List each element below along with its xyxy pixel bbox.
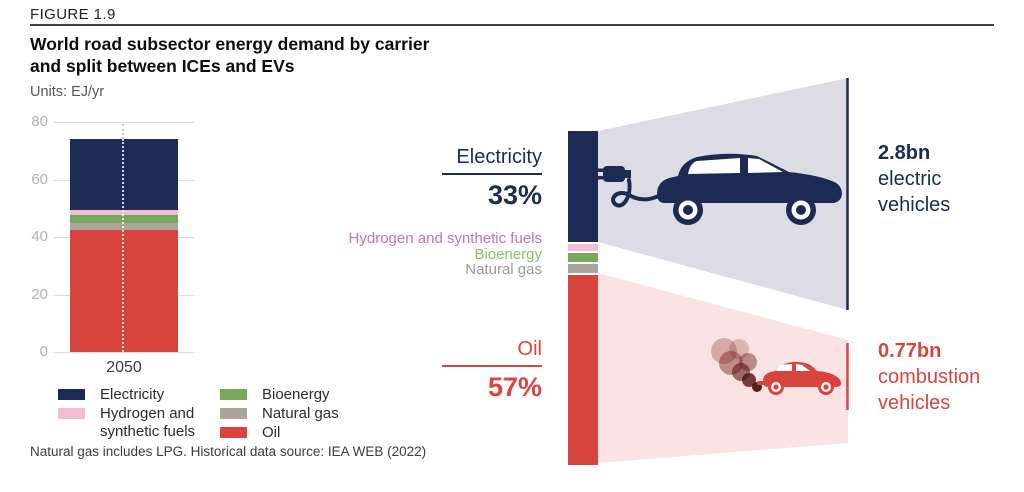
ice-desc-line2: vehicles [878,392,951,414]
electricity-label: Electricity [442,146,542,175]
bar-segment-electricity [70,139,178,210]
legend-swatch-hydrogen [58,408,85,419]
gridline-80 [54,122,194,123]
x-axis-label: 2050 [106,359,142,376]
figure-title: World road subsector energy demand by ca… [30,33,429,77]
electric-car-icon [592,153,842,225]
ev-rear-wheel [673,195,703,225]
oil-percent: 57% [487,372,542,402]
y-tick-60: 60 [31,170,48,188]
mid-label-natural_gas: Natural gas [465,261,542,278]
legend-item-electricity: Electricity [58,386,220,404]
oil-share-label: Oil 57% [342,338,542,403]
mid-label-hydrogen: Hydrogen and synthetic fuels [348,230,542,247]
ice-rear-wheel [768,379,784,395]
ice-desc-line1: combustion [878,366,981,388]
gridline-0 [54,352,194,353]
ice-beam [598,273,848,463]
split-segment-oil [568,273,598,465]
mid-label-bioenergy: Bioenergy [474,245,542,263]
ev-desc-line1: electric [878,168,942,190]
figure-label: FIGURE 1.9 [30,6,116,23]
ev-count-value: 2.8bn [878,142,931,164]
ev-rear-window [688,158,740,174]
legend-label-natural_gas: Natural gas [262,405,339,422]
legend-swatch-bioenergy [220,389,247,400]
forecast-dotted-line-inner [122,139,124,352]
split-segment-bioenergy [568,250,598,262]
legend-label-bioenergy: Bioenergy [262,386,330,403]
exhaust-pipe [757,381,765,385]
oil-label: Oil [442,338,542,367]
bar-segment-hydrogen [70,209,178,216]
bar-segment-oil [70,229,178,352]
exhaust-smoke-icon [711,338,762,392]
bar-segment-bioenergy [70,215,178,223]
forecast-dotted-line-upper [122,124,124,140]
legend-swatch-electricity [58,389,85,400]
minor-carriers-labels: Hydrogen and synthetic fuels Bioenergy Nat… [300,231,542,278]
legend-column-1: Electricity Hydrogen and synthetic fuels [58,386,220,443]
combustion-car-icon [757,361,841,395]
legend-item-oil: Oil [220,424,374,442]
legend-item-natural_gas: Natural gas [220,405,374,423]
legend-label-electricity: Electricity [100,386,165,403]
chart-legend: Electricity Hydrogen and synthetic fuels B… [58,386,374,443]
ice-count-label: 0.77bn combustion vehicles [878,338,1018,416]
y-tick-40: 40 [31,228,48,245]
ice-rear-window [776,364,792,371]
legend-swatch-natural_gas [220,408,247,419]
charging-cable-icon [611,178,665,208]
legend-item-bioenergy: Bioenergy [220,386,374,404]
figure-title-line1: World road subsector energy demand by ca… [30,34,430,54]
ice-front-wheel [818,379,834,395]
legend-label-hydrogen: Hydrogen and synthetic fuels [100,405,196,440]
bar-2050 [70,139,178,352]
ice-count-value: 0.77bn [878,340,942,362]
legend-item-hydrogen: Hydrogen and synthetic fuels [58,405,220,441]
ev-front-wheel [786,195,816,225]
legend-label-oil: Oil [262,424,281,441]
split-segment-hydrogen [568,241,598,251]
legend-column-2: Bioenergy Natural gas Oil [220,386,374,443]
split-segment-natural_gas [568,261,598,274]
split-stacked-bar [568,131,598,465]
bar-segment-natural_gas [70,222,178,230]
y-tick-0: 0 [39,343,48,360]
y-tick-80: 80 [31,113,48,130]
legend-swatch-oil [220,427,247,438]
electricity-percent: 33% [487,180,542,210]
ice-front-window [796,364,810,371]
y-tick-20: 20 [31,285,48,303]
figure-rule [30,24,994,26]
units-label: Units: EJ/yr [30,84,105,100]
ev-front-window [748,158,783,173]
split-segment-electricity [568,131,598,242]
footnote: Natural gas includes LPG. Historical dat… [30,444,427,459]
electricity-share-label: Electricity 33% [342,146,542,211]
ev-desc-line2: vehicles [878,194,951,216]
figure-title-line2: and split between ICEs and EVs [30,56,295,76]
ev-count-label: 2.8bn electric vehicles [878,140,1018,218]
